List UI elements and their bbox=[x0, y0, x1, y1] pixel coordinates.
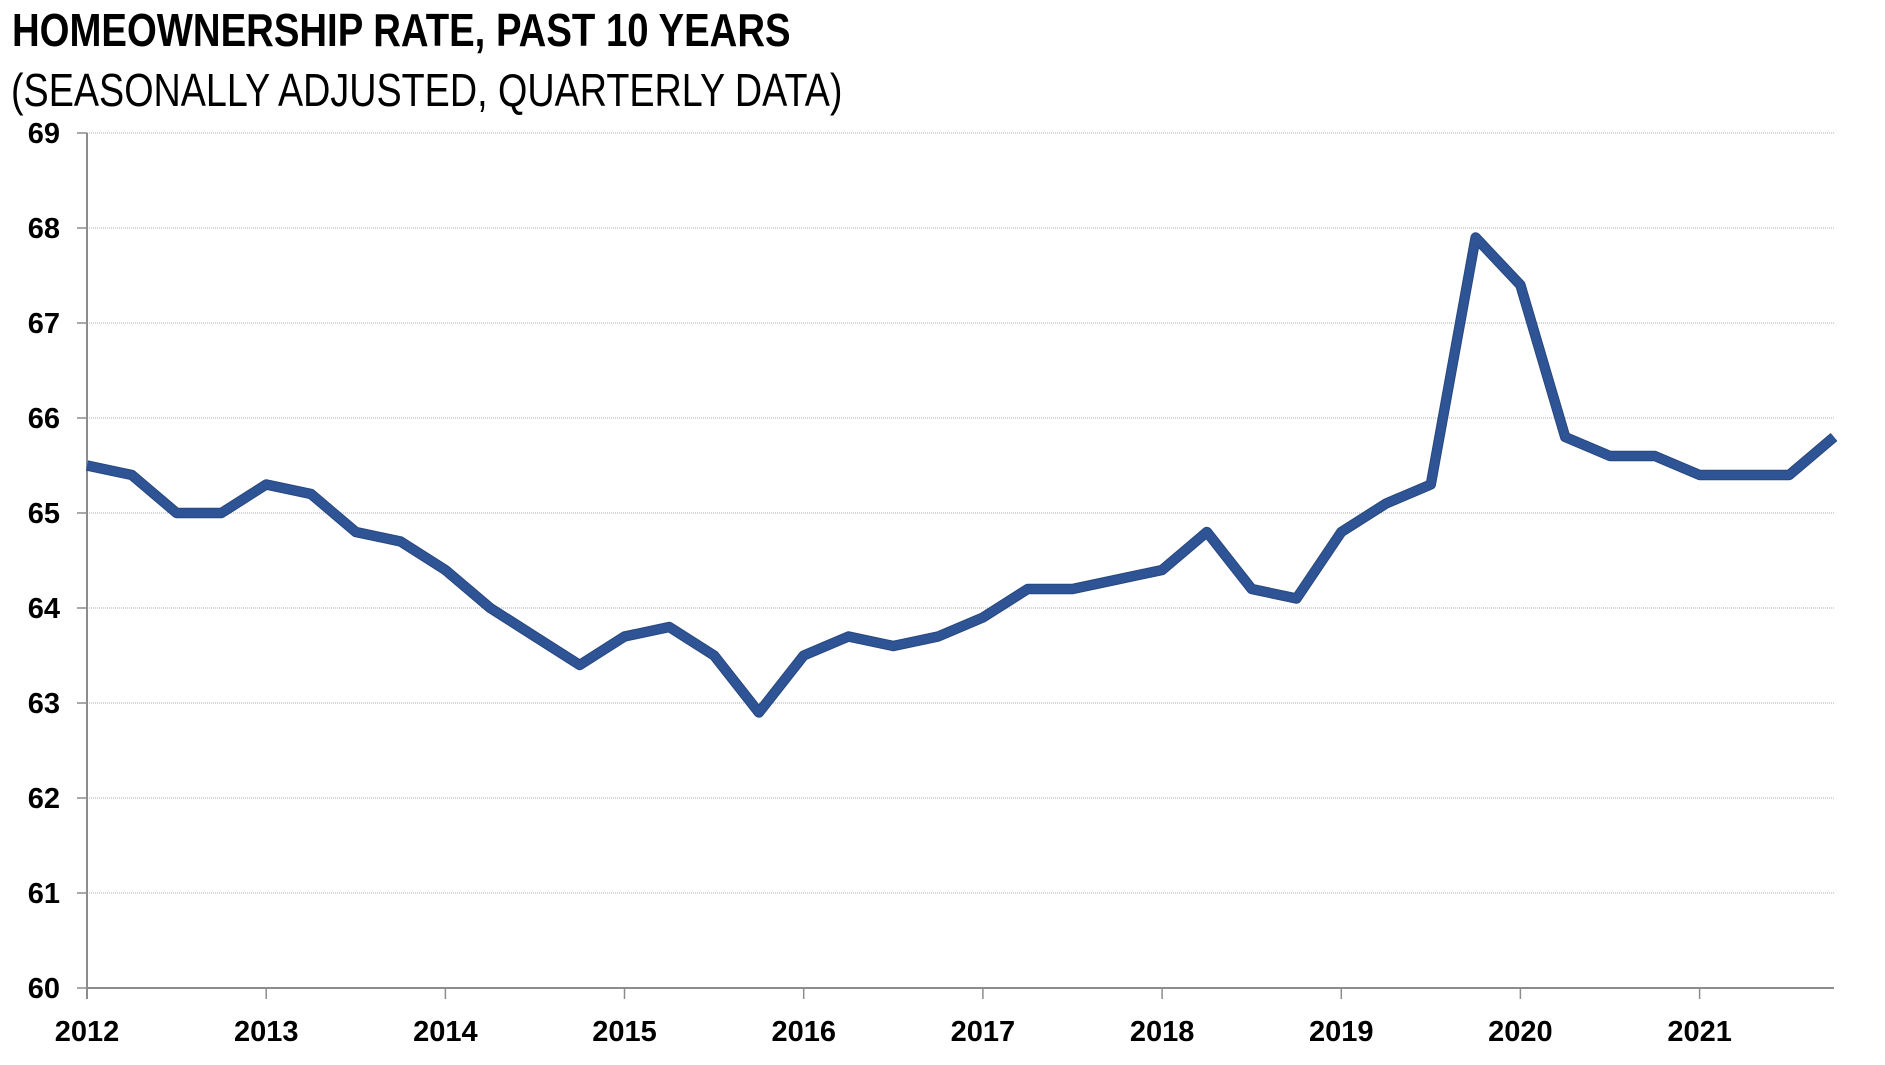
svg-text:2012: 2012 bbox=[55, 1016, 120, 1048]
svg-text:2016: 2016 bbox=[771, 1016, 836, 1048]
svg-text:2015: 2015 bbox=[592, 1016, 657, 1048]
svg-text:60: 60 bbox=[28, 973, 60, 1005]
svg-text:61: 61 bbox=[28, 878, 60, 910]
svg-text:2020: 2020 bbox=[1488, 1016, 1553, 1048]
svg-text:2017: 2017 bbox=[951, 1016, 1016, 1048]
svg-text:65: 65 bbox=[28, 498, 60, 530]
svg-text:67: 67 bbox=[28, 308, 60, 340]
svg-text:64: 64 bbox=[28, 593, 60, 625]
svg-text:2014: 2014 bbox=[413, 1016, 478, 1048]
svg-text:2013: 2013 bbox=[234, 1016, 299, 1048]
svg-text:2019: 2019 bbox=[1309, 1016, 1374, 1048]
svg-text:69: 69 bbox=[28, 118, 60, 150]
svg-text:62: 62 bbox=[28, 783, 60, 815]
svg-text:2018: 2018 bbox=[1130, 1016, 1195, 1048]
svg-text:63: 63 bbox=[28, 688, 60, 720]
svg-text:2021: 2021 bbox=[1667, 1016, 1732, 1048]
svg-text:68: 68 bbox=[28, 213, 60, 245]
svg-text:66: 66 bbox=[28, 403, 60, 435]
